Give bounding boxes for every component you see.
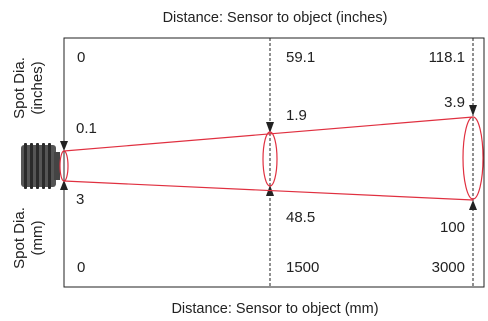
spot-end	[462, 116, 484, 200]
beam-edge-bottom	[63, 180, 474, 201]
spot-start	[59, 150, 69, 182]
top-axis-title: Distance: Sensor to object (inches)	[163, 10, 388, 26]
distance-mm-labels: 0 1500 3000	[77, 259, 465, 276]
spot-inches-1: 1.9	[286, 107, 307, 124]
spot-mm-0: 3	[76, 191, 84, 208]
svg-text:(inches): (inches)	[29, 61, 46, 114]
bottom-axis-title: Distance: Sensor to object (mm)	[171, 301, 378, 317]
spot-mm-1: 48.5	[286, 209, 315, 226]
spot-inches-0: 0.1	[76, 120, 97, 137]
distance-mm-2: 3000	[432, 259, 465, 276]
arrow-start-down	[60, 141, 68, 151]
distance-inches-0: 0	[77, 49, 85, 66]
spot-mm-2: 100	[440, 219, 465, 236]
spot-mm-labels: 3 48.5 100	[76, 191, 465, 236]
spot-middle	[262, 131, 278, 187]
arrow-end-up	[469, 200, 477, 210]
distance-mm-0: 0	[77, 259, 85, 276]
distance-inches-1: 59.1	[286, 49, 315, 66]
sensor-icon	[21, 143, 60, 189]
left-label-mm: Spot Dia. (mm)	[11, 207, 46, 269]
beam-cone	[59, 116, 484, 201]
arrowheads	[60, 105, 477, 210]
distance-inches-2: 118.1	[429, 49, 465, 66]
arrow-start-up	[60, 180, 68, 190]
guide-lines	[63, 38, 474, 287]
svg-text:(mm): (mm)	[29, 221, 46, 256]
left-label-inches: Spot Dia. (inches)	[11, 57, 46, 119]
beam-edge-top	[63, 116, 474, 152]
distance-inches-labels: 0 59.1 118.1	[77, 49, 465, 66]
svg-text:Spot Dia.: Spot Dia.	[11, 57, 28, 119]
diagram-frame	[63, 37, 485, 288]
arrow-end-down	[469, 105, 477, 116]
spot-inches-labels: 0.1 1.9 3.9	[76, 94, 465, 137]
spot-inches-2: 3.9	[444, 94, 465, 111]
distance-mm-1: 1500	[286, 259, 319, 276]
arrow-mid-down	[266, 122, 274, 133]
svg-text:Spot Dia.: Spot Dia.	[11, 207, 28, 269]
